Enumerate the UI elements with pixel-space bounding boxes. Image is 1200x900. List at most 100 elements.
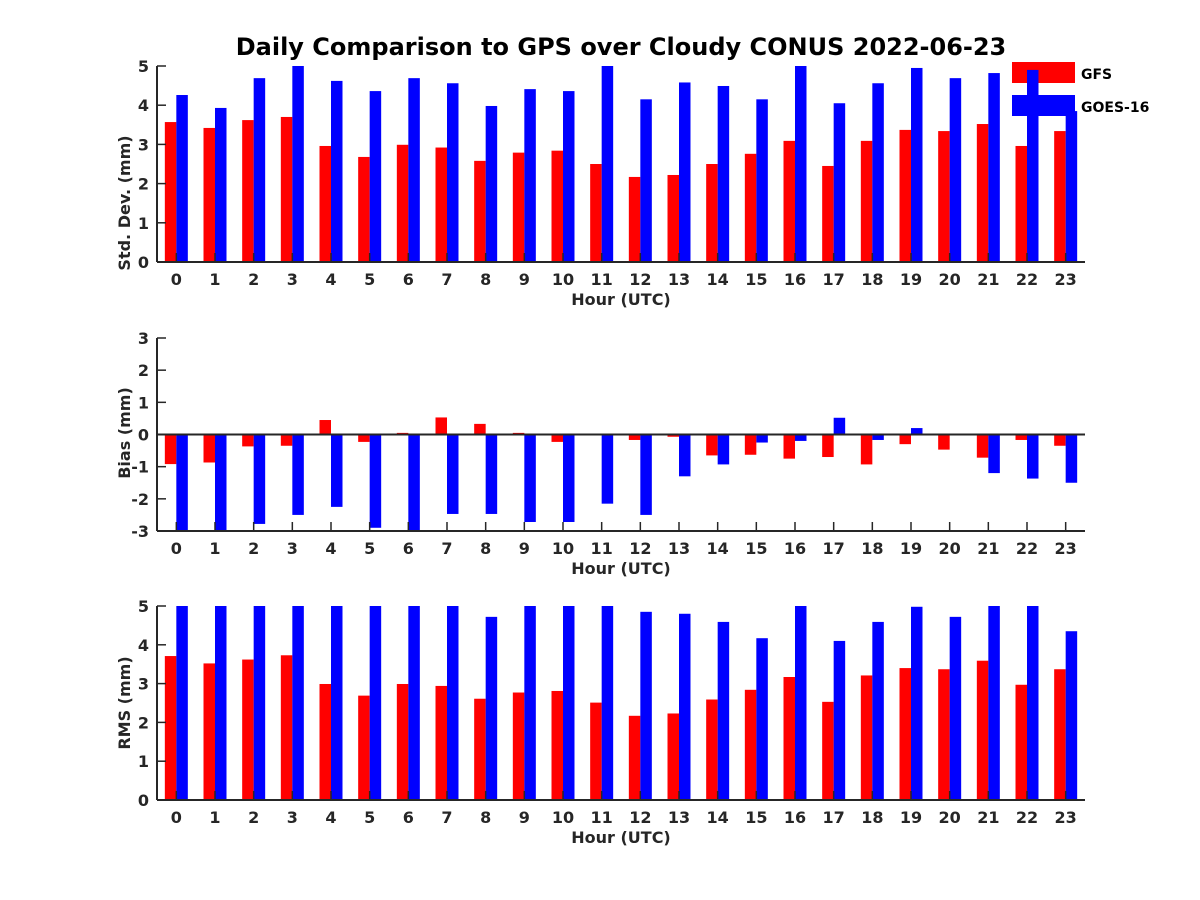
bar-gfs-hour-8	[474, 160, 486, 262]
bar-goes-16-hour-9	[524, 606, 536, 800]
bar-goes-16-hour-21	[988, 73, 1000, 262]
bar-gfs-hour-21	[976, 124, 989, 263]
bar-goes-16-hour-22	[1027, 606, 1039, 800]
bar-gfs-hour-16	[783, 434, 795, 459]
bar-goes-16-hour-6	[408, 606, 420, 800]
x-tick-label: 6	[403, 808, 414, 827]
bar-goes-16-hour-3	[292, 66, 304, 262]
x-tick-label: 8	[480, 270, 491, 289]
bar-gfs-hour-3	[280, 655, 293, 800]
bar-goes-16-hour-18	[872, 434, 884, 440]
x-tick-label: 19	[900, 270, 922, 289]
bar-goes-16-hour-8	[485, 434, 498, 514]
bar-gfs-hour-23	[1054, 669, 1066, 800]
x-tick-label: 18	[861, 808, 883, 827]
bar-gfs-hour-7	[435, 685, 447, 800]
x-tick-label: 17	[823, 270, 845, 289]
bar-goes-16-hour-7	[447, 606, 459, 800]
bar-goes-16-hour-1	[215, 606, 227, 800]
bar-gfs-hour-13	[667, 713, 679, 800]
y-tick-label: 5	[138, 57, 149, 76]
bar-goes-16-hour-1	[215, 434, 227, 531]
y-axis-label: RMS (mm)	[115, 656, 134, 749]
x-tick-label: 3	[287, 270, 298, 289]
x-tick-label: 2	[248, 539, 259, 558]
x-tick-label: 15	[745, 539, 767, 558]
bar-goes-16-hour-17	[833, 417, 846, 435]
bar-goes-16-hour-2	[253, 606, 266, 800]
x-tick-label: 20	[939, 539, 961, 558]
x-tick-label: 10	[552, 270, 574, 289]
x-axis-label: Hour (UTC)	[571, 290, 671, 309]
y-tick-label: 3	[138, 135, 149, 154]
bar-goes-16-hour-3	[292, 434, 304, 515]
bar-gfs-hour-15	[744, 434, 757, 455]
bar-gfs-hour-3	[280, 434, 293, 446]
bar-goes-16-hour-6	[408, 78, 420, 263]
bar-gfs-hour-12	[628, 715, 641, 800]
bar-goes-16-hour-0	[176, 606, 188, 800]
x-tick-label: 22	[1016, 539, 1038, 558]
x-tick-label: 0	[171, 270, 182, 289]
x-axis-label: Hour (UTC)	[571, 828, 671, 847]
bar-gfs-hour-20	[938, 131, 950, 262]
bar-gfs-hour-4	[319, 420, 331, 435]
bar-goes-16-hour-2	[253, 434, 266, 524]
bar-goes-16-hour-22	[1027, 434, 1039, 479]
bar-gfs-hour-22	[1015, 684, 1027, 800]
y-tick-label: 1	[138, 214, 149, 233]
x-tick-label: 7	[441, 808, 452, 827]
bar-goes-16-hour-4	[331, 80, 343, 263]
bar-gfs-hour-14	[706, 164, 718, 262]
bar-goes-16-hour-5	[369, 606, 382, 800]
bar-gfs-hour-17	[822, 434, 834, 458]
bar-gfs-hour-0	[164, 434, 177, 465]
bar-goes-16-hour-7	[447, 434, 459, 514]
bar-goes-16-hour-5	[369, 91, 382, 262]
bar-goes-16-hour-8	[485, 105, 498, 262]
bar-goes-16-hour-10	[563, 606, 575, 800]
x-tick-label: 7	[441, 270, 452, 289]
x-tick-label: 5	[364, 539, 375, 558]
x-tick-label: 6	[403, 270, 414, 289]
legend-label-goes-16: GOES-16	[1081, 100, 1149, 116]
bar-goes-16-hour-4	[331, 434, 343, 507]
x-tick-label: 5	[364, 270, 375, 289]
bar-gfs-hour-23	[1054, 131, 1066, 262]
x-tick-label: 12	[629, 808, 651, 827]
bar-goes-16-hour-21	[988, 434, 1000, 474]
legend-label-gfs: GFS	[1081, 67, 1112, 83]
y-axis-label: Std. Dev. (mm)	[115, 135, 134, 270]
x-tick-label: 3	[287, 539, 298, 558]
bar-gfs-hour-1	[203, 127, 215, 262]
x-tick-label: 10	[552, 808, 574, 827]
legend-swatch-goes-16	[1012, 95, 1075, 116]
x-tick-label: 9	[519, 270, 530, 289]
bar-goes-16-hour-13	[679, 82, 691, 263]
bar-gfs-hour-2	[242, 120, 254, 262]
x-tick-label: 3	[287, 808, 298, 827]
x-tick-label: 16	[784, 808, 806, 827]
bar-gfs-hour-14	[706, 699, 718, 800]
bar-goes-16-hour-11	[601, 66, 614, 262]
y-tick-label: -1	[131, 458, 149, 477]
bar-gfs-hour-19	[899, 434, 911, 445]
bar-gfs-hour-10	[551, 150, 563, 262]
x-tick-label: 21	[977, 808, 999, 827]
x-tick-label: 1	[209, 808, 220, 827]
x-tick-label: 11	[591, 808, 613, 827]
bar-gfs-hour-6	[396, 683, 409, 800]
x-tick-label: 4	[325, 539, 336, 558]
bar-goes-16-hour-11	[601, 606, 614, 800]
bar-goes-16-hour-3	[292, 606, 304, 800]
bar-gfs-hour-15	[744, 689, 757, 800]
bar-goes-16-hour-7	[447, 83, 459, 262]
bar-goes-16-hour-23	[1065, 631, 1078, 800]
bar-gfs-hour-18	[860, 434, 873, 465]
x-tick-label: 2	[248, 808, 259, 827]
x-tick-label: 9	[519, 539, 530, 558]
bar-gfs-hour-9	[512, 692, 525, 800]
bar-goes-16-hour-17	[833, 640, 846, 800]
